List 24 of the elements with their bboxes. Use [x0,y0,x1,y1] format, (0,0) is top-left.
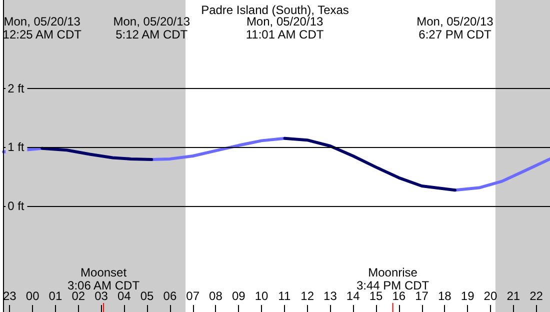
y-tick-label: 1 ft [8,140,25,154]
annotation: Mon, 05/20/13 5:12 AM CDT [113,14,190,42]
x-tick-label: 18 [438,289,452,303]
x-tick-label: 12 [300,289,314,303]
x-tick-label: 07 [186,289,200,303]
x-tick-label: 06 [163,289,177,303]
x-tick-label: 23 [2,289,17,303]
x-tick-label: 19 [460,289,475,303]
y-tick-label: 2 ft [8,81,25,96]
x-tick-label: 13 [324,289,338,303]
x-tick-label: 09 [232,289,246,303]
chart-title: Padre Island (South), Texas [201,3,349,17]
x-tick-label: 08 [209,289,223,303]
x-tick-label: 05 [140,289,154,303]
x-tick-label: 00 [26,289,40,303]
x-tick-label: 21 [506,289,520,303]
x-tick-label: 22 [530,289,544,303]
x-tick-label: 11 [278,289,291,303]
annotation: Mon, 05/20/13 12:25 AM CDT [2,14,82,42]
annotation: Mon, 05/20/13 6:27 PM CDT [416,14,494,42]
y-tick-label: 0 ft [8,199,25,214]
x-tick-label: 01 [48,289,62,303]
x-tick-label: 10 [254,289,269,303]
x-tick-label: 20 [484,289,498,303]
